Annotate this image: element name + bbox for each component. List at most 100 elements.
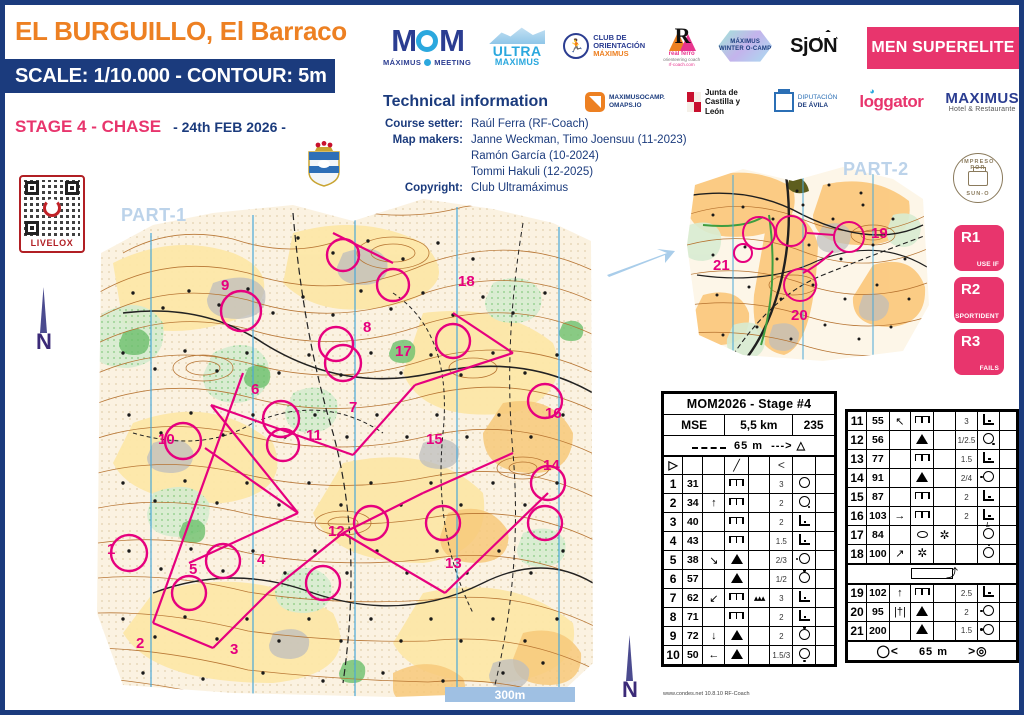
fence-icon (910, 487, 935, 507)
omaps-line1: MAXIMUSOCAMP. (609, 93, 665, 101)
part2-label: PART-2 (843, 159, 909, 179)
control-number-1: 1 (107, 541, 116, 558)
map-title: EL BURGUILLO, El Barraco (5, 5, 365, 57)
control-number-20: 20 (791, 307, 808, 324)
cd-row-8: 8 71 2 (662, 607, 836, 627)
fence-icon (724, 474, 749, 494)
orienteering-map-part1[interactable]: PART-1 9 8 17 18 6 7 16 10 11 15 14 1 5 … (93, 193, 600, 705)
omaps-line2: OMAPS.IO (609, 102, 642, 109)
double-circle-icon: >◎ (968, 643, 988, 658)
rf-line1: real ferro (668, 51, 695, 57)
technical-row: Course setter: Raúl Ferra (RF-Coach) (385, 117, 687, 131)
triangle-icon: △ (796, 439, 807, 452)
stage-row: STAGE 4 - CHASE - 24th FEB 2026 - (15, 117, 286, 137)
cliff-icon (977, 487, 1000, 507)
technical-row-label: Course setter: (385, 118, 463, 130)
cliff-icon (792, 531, 816, 551)
part1-label: PART-1 (121, 205, 187, 225)
technical-row-value: Janne Weckman, Timo Joensuu (11-2023) (470, 134, 687, 146)
control-number-10: 10 (158, 431, 175, 448)
technical-row-value: Raúl Ferra (RF-Coach) (470, 118, 589, 130)
livelox-logo-icon (43, 199, 61, 217)
fence-icon (910, 411, 935, 431)
coc-line2: ORIENTACIÓN (593, 41, 646, 51)
shield-icon (686, 92, 701, 112)
jcyl-line1: Junta de (704, 88, 738, 98)
technical-row: Map makers: Janne Weckman, Timo Joensuu (… (385, 133, 687, 147)
cd-row-10: 10 50 ← 1.5/3 (662, 645, 836, 665)
ring-left-dot-icon (792, 493, 816, 513)
control-number-15: 15 (426, 431, 443, 448)
jcyl-line2: Castilla y León (704, 97, 741, 116)
ring-corner-dot-icon (977, 430, 1000, 450)
printed-by-stamp: IMPRESO POR SUN-O (953, 153, 1003, 203)
cliff-icon (977, 582, 1000, 603)
runner-icon: 🏃 (563, 33, 590, 59)
poster-sheet: EL BURGUILLO, El Barraco SCALE: 1/10.000… (5, 5, 1019, 710)
technical-row-value: Club Ultramáximus (470, 182, 569, 194)
livelox-label: LIVELOX (30, 238, 74, 248)
cd-row-2: 2 34 ↑ 2 (662, 493, 836, 513)
cd-class: MSE (662, 414, 726, 436)
livelox-qr-code[interactable]: LIVELOX (19, 175, 85, 253)
cd-route-to-finish-row: ⤴ (847, 562, 1017, 584)
sponsor-logos-primary: M M MÁXIMUS MEETING ULTRA MAXIMUS 🏃 CLUB… (383, 17, 839, 75)
technical-row: Copyright: Club Ultramáximus (385, 181, 687, 195)
mom-sub-left: MÁXIMUS (383, 58, 422, 67)
fence-icon (724, 588, 749, 608)
mom-logo: M M MÁXIMUS MEETING (383, 25, 471, 67)
category-label: MEN SUPERELITE (871, 39, 1015, 56)
direction-arrow-icon: ← (702, 645, 726, 665)
inset-terrain-graphics (687, 167, 929, 361)
fence-icon (910, 506, 935, 526)
stamp-bottom-text: SUN-O (966, 191, 990, 197)
dip-line2: DE ÁVILA (797, 102, 829, 109)
technical-row-value: Ramón García (10-2024) (470, 150, 599, 162)
technical-heading: Technical information (383, 93, 549, 110)
knoll-icon (910, 468, 935, 488)
north-arrow-left: N (31, 287, 57, 353)
knoll-icon (724, 645, 749, 665)
control-number-12: 12 (328, 523, 345, 540)
badge-r2-id: R2 (961, 281, 981, 298)
stage-date: - 24th FEB 2026 - (173, 119, 286, 135)
fence-icon (724, 512, 749, 532)
rf-mark-letter: R (674, 23, 691, 48)
control-number-17: 17 (395, 343, 412, 360)
cd-row-16: 16 103 → 2 (846, 506, 1018, 526)
knoll-icon (910, 430, 935, 450)
control-number-9: 9 (221, 277, 230, 294)
ring-top-dot-icon (792, 626, 816, 646)
cliff-icon (977, 449, 1000, 469)
route-to-finish-icon: ⤴ (911, 566, 958, 580)
ultra-maximus-logo: ULTRA MAXIMUS (489, 24, 546, 68)
omaps-mark-icon (585, 92, 605, 112)
direction-arrow-icon: → (888, 506, 912, 526)
cd-title: MOM2026 - Stage #4 (663, 393, 835, 415)
cd-row-4: 4 43 1.5 (662, 531, 836, 551)
knoll-icon (724, 550, 749, 570)
winter-camp-logo: MÁXIMUS WINTER O-CAMP (718, 29, 773, 63)
orienteering-map-part2[interactable]: PART-2 21 19 20 (673, 155, 937, 370)
direction-arrow-icon: ↑ (888, 582, 912, 603)
ring-L-icon: L (977, 522, 1000, 545)
direction-arrow-icon: ↑ (702, 493, 726, 513)
ring-top-dot-icon (792, 569, 816, 589)
knoll-icon (724, 569, 749, 589)
dimension-fraction: 2/3 (769, 550, 794, 570)
coc-line1: CLUB DE (593, 33, 627, 43)
cd-row-20: 20 95 |†| 2 (846, 602, 1018, 622)
north-arrow-shaft-icon (626, 635, 633, 681)
control-number-3: 3 (230, 641, 239, 658)
cd-row-7: 7 62 ↙ ▴▴▴ 3 (662, 588, 836, 608)
cd-row-5: 5 38 ↘ 2/3 (662, 550, 836, 570)
scale-contour-bar: SCALE: 1/10.000 - CONTOUR: 5m (5, 59, 335, 93)
dimension-fraction: 1/2.5 (954, 430, 979, 450)
ultra-line1: ULTRA (492, 43, 542, 60)
badge-r1: R1 USE IF (954, 225, 1004, 271)
maximus-hotel-logo: MAXIMUS Hotel & Restaurante (945, 91, 1019, 113)
mom-logo-ring-icon (416, 29, 439, 52)
technical-table: Course setter: Raúl Ferra (RF-Coach) Map … (383, 115, 689, 197)
knoll-icon (910, 621, 935, 641)
badge-r3: R3 FAILS (954, 329, 1004, 375)
